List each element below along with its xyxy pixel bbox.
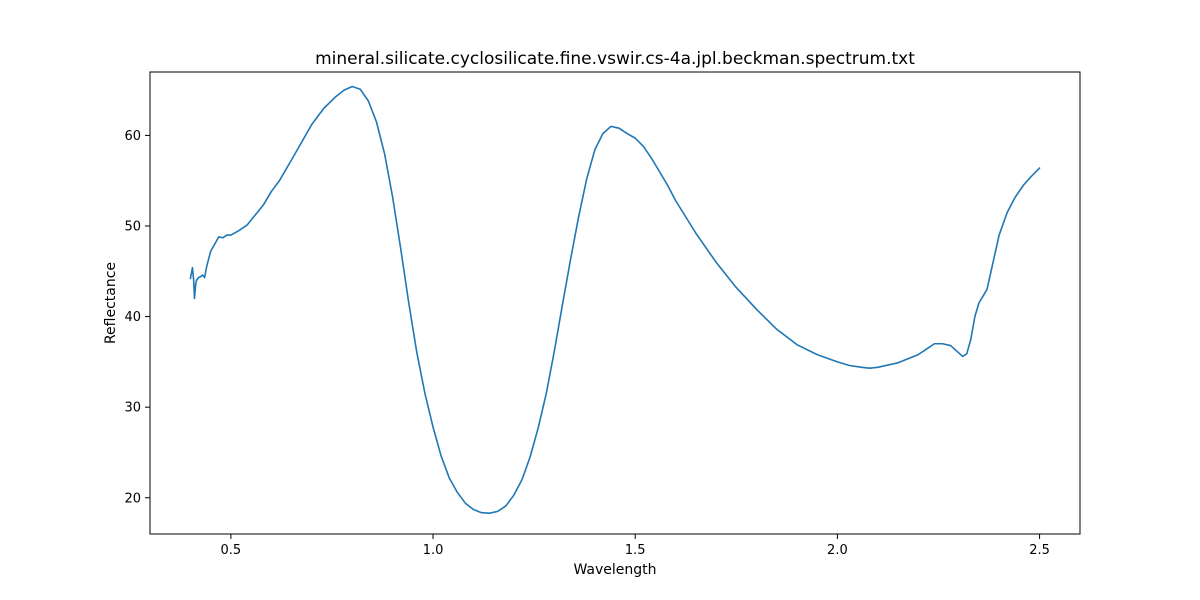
y-tick-label: 20 [124, 491, 141, 506]
y-axis-ticks: 20 30 40 50 60 [124, 129, 150, 506]
x-axis-ticks: 0.5 1.0 1.5 2.0 2.5 [221, 534, 1050, 558]
y-tick-label: 60 [124, 129, 141, 144]
plot-area-frame [149, 71, 1081, 535]
chart-title: mineral.silicate.cyclosilicate.fine.vswi… [315, 49, 915, 69]
y-tick-label: 40 [124, 310, 141, 325]
series-line-reflectance [189, 85, 1041, 514]
y-tick-label: 30 [124, 401, 141, 416]
x-tick-label: 2.0 [827, 543, 848, 558]
x-tick-label: 0.5 [221, 543, 242, 558]
x-tick-label: 1.5 [625, 543, 646, 558]
y-axis-label: Reflectance [103, 262, 119, 344]
x-tick-label: 2.5 [1029, 543, 1050, 558]
x-axis-label: Wavelength [573, 562, 656, 578]
x-tick-label: 1.0 [423, 543, 444, 558]
y-tick-label: 50 [124, 220, 141, 235]
